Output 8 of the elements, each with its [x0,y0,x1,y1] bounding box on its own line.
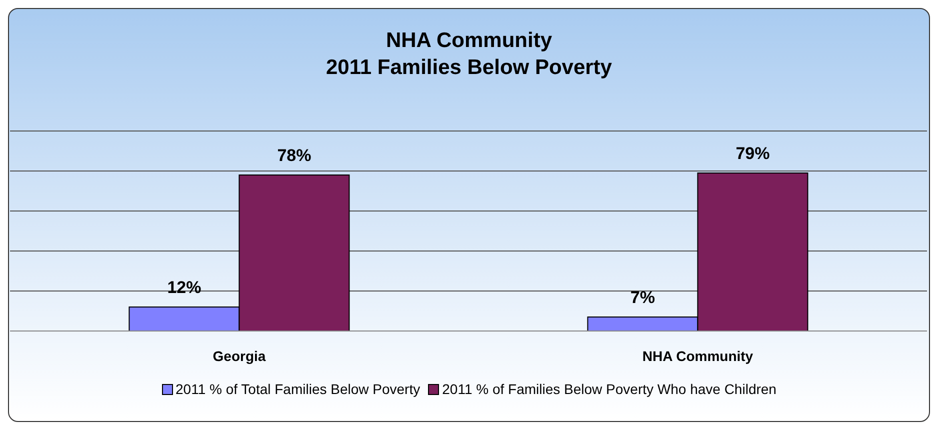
data-label: 78% [277,146,312,165]
chart-subtitle: 2011 Families Below Poverty [325,55,613,81]
x-tick-label: Georgia [212,348,266,364]
data-label: 79% [736,144,770,163]
legend-label: 2011 % of Families Below Poverty Who have Children [441,381,776,397]
legend-label: 2011 % of Total Families Below Poverty [174,381,420,397]
chart-title: NHA Community [384,28,554,54]
data-label: 7% [630,288,655,307]
